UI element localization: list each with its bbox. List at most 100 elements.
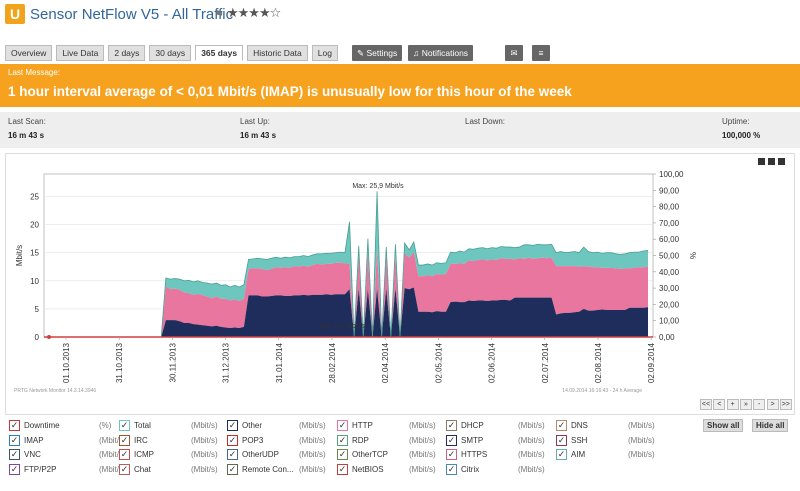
- legend-checkbox[interactable]: ✓: [9, 420, 20, 431]
- legend-unit: (Mbit/s): [409, 435, 436, 445]
- tab-2-days[interactable]: 2 days: [108, 45, 146, 61]
- legend-item-downtime[interactable]: ✓ Downtime (%): [9, 420, 117, 432]
- legend-checkbox[interactable]: ✓: [119, 463, 130, 475]
- legend-item-dhcp[interactable]: ✓ DHCP (Mbit/s): [446, 420, 554, 432]
- tab-365-days[interactable]: 365 days: [195, 45, 244, 61]
- notifications-button[interactable]: ♫ Notifications: [408, 45, 474, 61]
- legend-item-othertcp[interactable]: ✓ OtherTCP (Mbit/s): [337, 449, 445, 461]
- stat-last-scan: Last Scan: 16 m 43 s: [8, 117, 46, 140]
- legend-item-smtp[interactable]: ✓ SMTP (Mbit/s): [446, 434, 554, 447]
- comment-button[interactable]: ✉: [505, 45, 523, 61]
- legend-label: IMAP: [24, 435, 44, 445]
- x-tick-label: 02.07.2014: [541, 342, 550, 383]
- legend-label: Citrix: [461, 464, 480, 474]
- legend-checkbox[interactable]: ✓: [446, 449, 457, 460]
- legend-item-chat[interactable]: ✓ Chat (Mbit/s): [119, 463, 227, 476]
- legend-item-http[interactable]: ✓ HTTP (Mbit/s): [337, 420, 445, 432]
- legend-checkbox[interactable]: ✓: [337, 449, 348, 460]
- chart-nav-button[interactable]: <<: [700, 399, 712, 410]
- legend-label: Remote Con...: [242, 464, 294, 474]
- traffic-chart[interactable]: 0 5 10 15 20 25 0,00 10,00 20,00 30,00 40,00 50,00 6…: [6, 154, 794, 414]
- tab-log[interactable]: Log: [311, 45, 338, 61]
- print-icon[interactable]: [778, 158, 785, 165]
- legend-checkbox[interactable]: ✓: [9, 434, 20, 446]
- tab-live-data[interactable]: Live Data: [56, 45, 105, 61]
- legend-checkbox[interactable]: ✓: [337, 434, 348, 446]
- legend-checkbox[interactable]: ✓: [119, 434, 130, 446]
- legend-item-rdp[interactable]: ✓ RDP (Mbit/s): [337, 434, 445, 447]
- legend-item-icmp[interactable]: ✓ ICMP (Mbit/s): [119, 449, 227, 461]
- export-icon[interactable]: [768, 158, 775, 165]
- comment-icon: ✉: [510, 48, 518, 58]
- legend-unit: (Mbit/s): [191, 421, 218, 430]
- chart-footer-left: PRTG Network Monitor 14.3.14.3946: [14, 388, 96, 394]
- chart-footer-right: 14.09.2014 16:16:43 - 24 h Average: [562, 388, 642, 394]
- legend-checkbox[interactable]: ✓: [227, 420, 238, 431]
- x-tick-label: 28.02.2014: [328, 342, 337, 383]
- legend-item-citrix[interactable]: ✓ Citrix (Mbit/s): [446, 463, 554, 476]
- legend-label: HTTP: [352, 421, 373, 430]
- legend-item-dns[interactable]: ✓ DNS (Mbit/s): [556, 420, 664, 432]
- legend-item-total[interactable]: ✓ Total (Mbit/s): [119, 420, 227, 432]
- chart-nav-button[interactable]: »: [739, 399, 752, 410]
- legend-checkbox[interactable]: ✓: [9, 463, 20, 475]
- y2-tick-label: 10,00: [659, 317, 680, 326]
- legend-checkbox[interactable]: ✓: [227, 434, 238, 446]
- x-tick-label: 02.09.2014: [647, 342, 656, 383]
- legend-unit: (Mbit/s): [99, 450, 126, 459]
- legend-checkbox[interactable]: ✓: [446, 434, 457, 446]
- chart-nav-button[interactable]: >: [766, 399, 779, 410]
- legend-checkbox[interactable]: ✓: [227, 463, 238, 475]
- flag-icon[interactable]: ⚑: [214, 9, 224, 21]
- hide-all-button[interactable]: Hide all: [752, 419, 789, 432]
- priority-stars[interactable]: ★★★★☆: [227, 5, 281, 20]
- legend-item-otherudp[interactable]: ✓ OtherUDP (Mbit/s): [227, 449, 335, 461]
- legend-item-pop3[interactable]: ✓ POP3 (Mbit/s): [227, 434, 335, 447]
- last-message-banner: Last Message: 1 hour interval average of…: [0, 64, 800, 107]
- legend-checkbox[interactable]: ✓: [119, 420, 130, 431]
- x-tick-label: 30.11.2013: [168, 342, 177, 382]
- legend-checkbox[interactable]: ✓: [556, 434, 567, 446]
- legend-label: NetBIOS: [352, 464, 384, 474]
- y2-tick-label: 20,00: [659, 300, 680, 309]
- legend-checkbox[interactable]: ✓: [119, 449, 130, 460]
- chart-nav-button[interactable]: <: [713, 399, 726, 410]
- legend-item-irc[interactable]: ✓ IRC (Mbit/s): [119, 434, 227, 447]
- x-tick-label: 02.05.2014: [434, 342, 443, 383]
- y-tick-label: 10: [30, 277, 39, 286]
- chart-nav-button[interactable]: +: [726, 399, 739, 410]
- legend-item-ssh[interactable]: ✓ SSH (Mbit/s): [556, 434, 664, 447]
- chart-nav-button[interactable]: -: [753, 399, 766, 410]
- legend-item-https[interactable]: ✓ HTTPS (Mbit/s): [446, 449, 554, 461]
- legend-checkbox[interactable]: ✓: [9, 449, 20, 460]
- legend-item-other[interactable]: ✓ Other (Mbit/s): [227, 420, 335, 432]
- legend-checkbox[interactable]: ✓: [227, 449, 238, 460]
- y2-tick-label: 0,00: [659, 333, 675, 342]
- legend-checkbox[interactable]: ✓: [337, 420, 348, 431]
- legend-item-vnc[interactable]: ✓ VNC (Mbit/s): [9, 449, 126, 461]
- settings-button[interactable]: ✎ Settings: [352, 45, 403, 61]
- list-button[interactable]: ≡: [532, 45, 550, 61]
- legend-checkbox[interactable]: ✓: [446, 463, 457, 475]
- y2-tick-label: 30,00: [659, 284, 680, 293]
- legend-checkbox[interactable]: ✓: [556, 420, 567, 431]
- tab-historic-data[interactable]: Historic Data: [247, 45, 308, 61]
- legend-item-aim[interactable]: ✓ AIM (Mbit/s): [556, 449, 664, 461]
- chart-nav-button[interactable]: >>: [779, 399, 792, 410]
- legend-unit: (Mbit/s): [299, 435, 326, 445]
- show-all-button[interactable]: Show all: [703, 419, 744, 432]
- legend-checkbox[interactable]: ✓: [337, 463, 348, 475]
- y-tick-label: 15: [30, 249, 39, 258]
- x-tick-label: 31.12.2013: [222, 342, 231, 383]
- legend-checkbox[interactable]: ✓: [556, 449, 567, 460]
- tab-overview[interactable]: Overview: [5, 45, 53, 61]
- legend-item-ftp-p2p[interactable]: ✓ FTP/P2P (Mbit/s): [9, 463, 126, 476]
- legend-item-netbios[interactable]: ✓ NetBIOS (Mbit/s): [337, 463, 445, 476]
- legend-item-imap[interactable]: ✓ IMAP (Mbit/s): [9, 434, 126, 447]
- legend-checkbox[interactable]: ✓: [446, 420, 457, 431]
- list-icon: ≡: [538, 48, 544, 58]
- copy-icon[interactable]: [758, 158, 765, 165]
- y-tick-label: 5: [35, 305, 40, 314]
- legend-item-remote-con-[interactable]: ✓ Remote Con... (Mbit/s): [227, 463, 335, 476]
- tab-30-days[interactable]: 30 days: [149, 45, 192, 61]
